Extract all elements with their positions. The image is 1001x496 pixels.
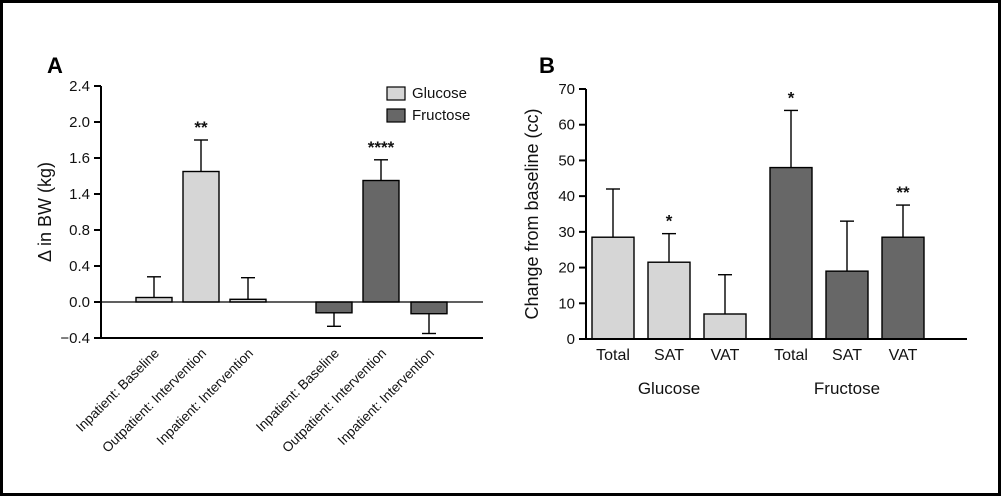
- y-tick-label: 30: [558, 224, 575, 241]
- legend-label-glucose: Glucose: [412, 85, 467, 102]
- y-tick-label: 1.6: [69, 150, 90, 167]
- significance-marker: *: [788, 88, 795, 107]
- x-tick-label: SAT: [832, 347, 862, 364]
- significance-marker: **: [896, 183, 910, 202]
- y-tick-label: 1.4: [69, 186, 90, 203]
- y-tick-label: 70: [558, 81, 575, 98]
- bar-fructose-inpatient-baseline: [315, 301, 353, 314]
- x-tick-label: VAT: [711, 347, 740, 364]
- bar-glucose-vat: [703, 313, 747, 340]
- x-tick-label: Inpatient: Baseline: [73, 346, 162, 435]
- y-axis-title: Change from baseline (cc): [522, 108, 542, 319]
- bar-fructose-total: [769, 166, 813, 340]
- y-tick-label: 60: [558, 117, 575, 134]
- y-tick-label: 40: [558, 188, 575, 205]
- x-tick-label: Inpatient: Baseline: [253, 346, 342, 435]
- x-tick-label: SAT: [654, 347, 684, 364]
- y-tick-label: −0.4: [60, 330, 90, 347]
- bar-glucose-outpatient-intervention: [182, 170, 220, 303]
- panel-b-letter: B: [539, 53, 555, 78]
- x-tick-label: Inpatient: Intervention: [154, 346, 256, 448]
- bar-fructose-inpatient-intervention: [410, 301, 448, 315]
- significance-marker: ****: [368, 138, 395, 157]
- x-tick-label: Total: [774, 347, 808, 364]
- bar-fructose-vat: [881, 236, 925, 340]
- y-tick-label: 2.4: [69, 78, 90, 95]
- x-tick-label: Inpatient: Intervention: [335, 346, 437, 448]
- x-tick-label: VAT: [889, 347, 918, 364]
- significance-marker: *: [666, 212, 673, 231]
- y-tick-label: 0.0: [69, 294, 90, 311]
- panel-a-bar-chart: Inpatient: Baseline**Outpatient: Interve…: [35, 78, 483, 455]
- bar-fructose-outpatient-intervention: [362, 179, 400, 303]
- y-axis-title: Δ in BW (kg): [35, 162, 55, 262]
- panel-a-letter: A: [47, 53, 63, 78]
- bar-glucose-total: [591, 236, 635, 340]
- bar-glucose-inpatient-baseline: [135, 296, 173, 303]
- legend-label-fructose: Fructose: [412, 107, 470, 124]
- y-tick-label: 0.4: [69, 258, 90, 275]
- y-tick-label: 0.8: [69, 222, 90, 239]
- panel-b-bar-chart: Total * SAT VAT * Total SAT ** VAT 0 10 20 30 40 50 60 7…: [522, 81, 967, 398]
- group-label-glucose: Glucose: [638, 379, 700, 398]
- y-tick-label: 0: [567, 331, 575, 348]
- bar-fructose-sat: [825, 270, 869, 340]
- y-tick-label: 20: [558, 260, 575, 277]
- legend-swatch-glucose: [386, 86, 406, 101]
- x-tick-label: Total: [596, 347, 630, 364]
- legend-swatch-fructose: [386, 108, 406, 123]
- group-label-fructose: Fructose: [814, 379, 880, 398]
- y-tick-label: 10: [558, 295, 575, 312]
- bar-glucose-sat: [647, 261, 691, 340]
- y-tick-label: 50: [558, 152, 575, 169]
- y-tick-label: 2.0: [69, 114, 90, 131]
- significance-marker: **: [194, 118, 208, 137]
